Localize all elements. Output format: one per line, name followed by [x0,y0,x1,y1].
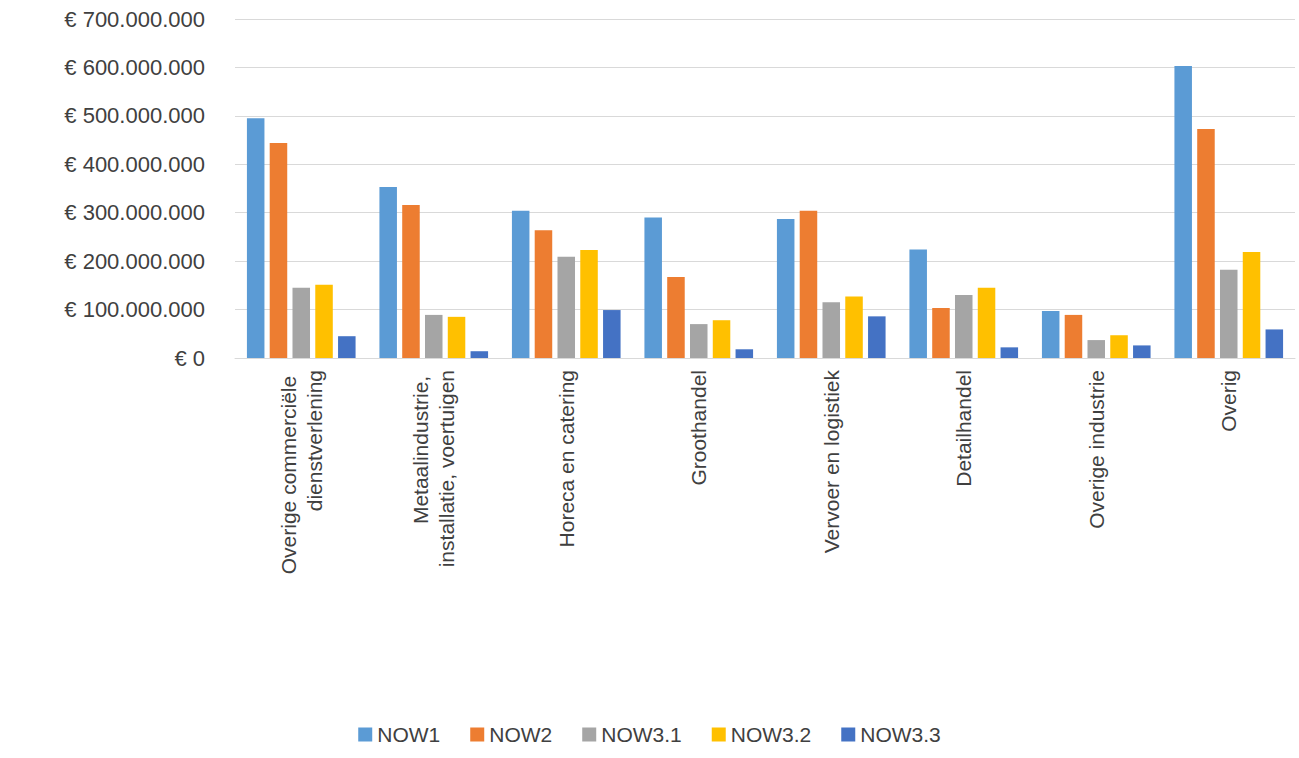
svg-text:€ 300.000.000: € 300.000.000 [64,200,205,225]
svg-text:€ 400.000.000: € 400.000.000 [64,152,205,177]
svg-text:Overig: Overig [1217,370,1240,432]
svg-text:€ 0: € 0 [174,346,205,371]
svg-text:Metaalindustrie,: Metaalindustrie, [409,370,432,524]
svg-text:Detailhandel: Detailhandel [952,370,975,487]
svg-text:NOW1: NOW1 [377,723,440,746]
svg-text:€ 600.000.000: € 600.000.000 [64,55,205,80]
svg-text:Overige commerciële: Overige commerciële [277,370,300,574]
svg-text:Overige industrie: Overige industrie [1085,370,1108,529]
svg-text:Horeca en catering: Horeca en catering [555,370,578,547]
svg-text:€ 200.000.000: € 200.000.000 [64,249,205,274]
svg-text:NOW2: NOW2 [489,723,552,746]
svg-text:€ 500.000.000: € 500.000.000 [64,103,205,128]
svg-text:€ 100.000.000: € 100.000.000 [64,297,205,322]
svg-text:Groothandel: Groothandel [687,370,710,486]
svg-text:NOW3.3: NOW3.3 [860,723,941,746]
svg-text:€ 700.000.000: € 700.000.000 [64,7,205,32]
svg-text:NOW3.2: NOW3.2 [731,723,812,746]
svg-text:NOW3.1: NOW3.1 [601,723,682,746]
svg-text:dienstverlening: dienstverlening [303,370,326,511]
svg-text:installatie, voertuigen: installatie, voertuigen [435,370,458,567]
svg-text:Vervoer en logistiek: Vervoer en logistiek [820,370,843,554]
